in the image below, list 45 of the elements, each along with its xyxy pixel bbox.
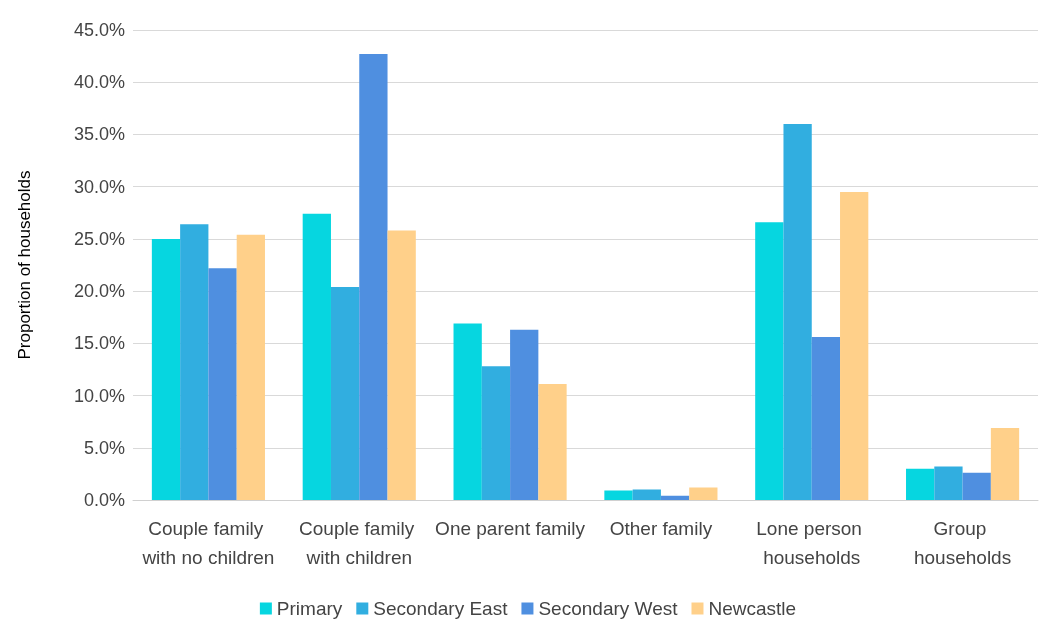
- legend-label: Primary: [276, 598, 343, 619]
- bar: [510, 329, 539, 500]
- bar: [359, 54, 388, 500]
- y-tick-label: 30.0%: [73, 176, 125, 197]
- bar: [811, 337, 841, 500]
- x-tick-label: Couple family with children: [299, 518, 420, 568]
- y-tick-label: 25.0%: [73, 228, 125, 249]
- y-tick-label: 45.0%: [73, 20, 125, 40]
- y-tick-label: 0.0%: [83, 490, 125, 510]
- x-tick-label: Couple family with no children: [141, 518, 275, 568]
- bar: [934, 466, 963, 500]
- y-tick-label: 35.0%: [73, 124, 125, 145]
- bar: [151, 238, 181, 500]
- bar: [453, 323, 482, 500]
- bar: [481, 366, 511, 500]
- y-axis-title: Proportion of households: [15, 170, 34, 360]
- bar: [962, 472, 991, 500]
- legend-label: Secondary East: [373, 598, 509, 619]
- bar: [236, 234, 265, 500]
- y-tick-label: 40.0%: [73, 72, 125, 93]
- bar: [755, 222, 784, 500]
- bar: [840, 191, 869, 500]
- bar: [180, 224, 209, 500]
- x-tick-label: Other family: [609, 518, 713, 539]
- bar: [302, 213, 331, 500]
- bar: [208, 268, 237, 500]
- bar: [632, 489, 661, 500]
- bar: [387, 230, 416, 500]
- bar: [330, 286, 360, 500]
- x-tick-label: Group households: [913, 518, 1012, 568]
- bar: [538, 384, 567, 500]
- y-tick-label: 5.0%: [83, 437, 125, 458]
- y-tick-label: 15.0%: [73, 333, 125, 354]
- legend-label: Secondary West: [538, 598, 679, 619]
- y-tick-label: 20.0%: [73, 281, 125, 302]
- y-tick-label: 10.0%: [73, 385, 125, 406]
- bar: [783, 124, 812, 500]
- bar: [660, 495, 690, 500]
- x-tick-label: One parent family: [435, 518, 586, 539]
- x-tick-label: Lone person households: [756, 518, 868, 568]
- bar: [906, 468, 935, 500]
- bar: [604, 490, 633, 500]
- bar: [689, 487, 718, 500]
- bar: [990, 427, 1020, 500]
- legend-label: Newcastle: [708, 598, 797, 619]
